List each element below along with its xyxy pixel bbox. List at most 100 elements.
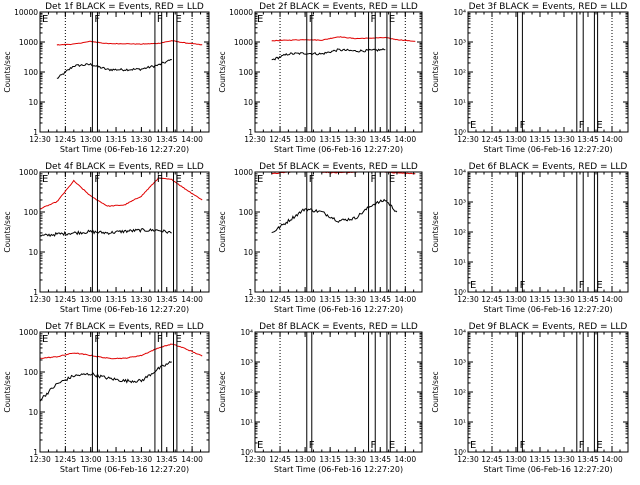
y-tick-label: 10¹ [453, 98, 466, 107]
x-tick-label: 13:00 [80, 455, 102, 464]
y-axis-label: Counts/sec [431, 371, 440, 412]
x-axis-label: Start Time (06-Feb-16 12:27:20) [274, 145, 403, 154]
y-tick-label: 1000 [19, 38, 38, 47]
flag-label: E [470, 280, 476, 291]
flag-label: F [520, 120, 526, 131]
y-tick-label: 10¹ [453, 258, 466, 267]
x-tick-label: 13:15 [105, 455, 127, 464]
x-tick-label: 13:15 [319, 295, 341, 304]
x-tick-label: 13:00 [505, 135, 527, 144]
x-tick-label: 13:45 [577, 295, 599, 304]
y-axis-label: Counts/sec [218, 51, 227, 92]
x-tick-label: 13:15 [529, 135, 551, 144]
flag-label: F [579, 120, 585, 131]
flag-label: F [579, 440, 585, 451]
x-tick-label: 13:45 [577, 455, 599, 464]
x-tick-label: 14:00 [601, 135, 623, 144]
flag-label: E [389, 174, 395, 185]
x-tick-label: 13:45 [369, 295, 391, 304]
x-tick-label: 12:30 [29, 135, 51, 144]
x-tick-label: 12:30 [457, 295, 479, 304]
panel-det-4: Det 4f BLACK = Events, RED = LLD E F F E 1 10 1… [3, 162, 210, 314]
panel-det-2: Det 2f BLACK = Events, RED = LLD E F F E 1 10 1… [218, 2, 423, 154]
x-tick-label: 12:45 [55, 295, 77, 304]
x-tick-label: 13:15 [529, 455, 551, 464]
x-tick-label: 12:45 [55, 135, 77, 144]
series-lld-line [56, 40, 203, 46]
x-tick-label: 13:30 [344, 455, 366, 464]
flag-label: E [42, 14, 48, 25]
x-tick-label: 13:45 [156, 295, 178, 304]
y-axis-label: Counts/sec [431, 51, 440, 92]
flag-label: E [470, 440, 476, 451]
flag-label: E [596, 120, 602, 131]
x-tick-label: 13:15 [319, 135, 341, 144]
y-tick-label: 10⁴ [453, 328, 466, 337]
y-tick-label: 100 [239, 208, 254, 217]
x-tick-label: 14:00 [181, 135, 203, 144]
y-tick-label: 10² [453, 388, 466, 397]
x-tick-label: 14:00 [601, 295, 623, 304]
flag-label: E [176, 334, 182, 345]
x-tick-label: 13:30 [344, 135, 366, 144]
x-tick-label: 14:00 [394, 455, 416, 464]
y-axis-label: Counts/sec [3, 211, 12, 252]
flag-label: F [94, 14, 100, 25]
panel-title: Det 1f BLACK = Events, RED = LLD [45, 2, 204, 12]
y-tick-label: 10000 [229, 8, 253, 17]
flag-label: E [389, 440, 395, 451]
y-tick-label: 10⁴ [453, 8, 466, 17]
y-tick-label: 1 [33, 448, 38, 457]
y-tick-label: 1000 [234, 168, 253, 177]
x-tick-label: 13:45 [369, 135, 391, 144]
x-axis-label: Start Time (06-Feb-16 12:27:20) [60, 305, 189, 314]
x-tick-label: 14:00 [181, 295, 203, 304]
x-axis-label: Start Time (06-Feb-16 12:27:20) [274, 305, 403, 314]
y-tick-label: 10³ [240, 358, 253, 367]
flag-label: F [520, 280, 526, 291]
series-lld-line [39, 177, 203, 210]
x-tick-label: 13:30 [131, 135, 153, 144]
x-tick-label: 13:00 [80, 135, 102, 144]
panel-det-7: Det 7f BLACK = Events, RED = LLD E F F E 1 10 1… [3, 322, 210, 474]
y-tick-label: 10 [28, 248, 38, 257]
series-events-line [271, 198, 398, 234]
y-tick-label: 1000 [234, 38, 253, 47]
x-tick-label: 13:30 [131, 295, 153, 304]
x-tick-label: 13:30 [553, 135, 575, 144]
y-tick-label: 10⁰ [453, 128, 466, 137]
x-tick-label: 12:30 [244, 135, 266, 144]
flag-label: F [157, 334, 163, 345]
x-tick-label: 12:45 [269, 295, 291, 304]
x-tick-label: 14:00 [181, 455, 203, 464]
panel-title: Det 4f BLACK = Events, RED = LLD [45, 162, 204, 172]
x-tick-label: 13:15 [105, 135, 127, 144]
x-tick-label: 12:30 [457, 135, 479, 144]
flag-label: E [176, 174, 182, 185]
flag-label: E [257, 14, 263, 25]
series-events-line [39, 228, 172, 238]
x-tick-label: 14:00 [394, 135, 416, 144]
panel-title: Det 5f BLACK = Events, RED = LLD [259, 162, 418, 172]
y-tick-label: 1 [248, 288, 253, 297]
x-tick-label: 14:00 [394, 295, 416, 304]
flag-label: F [94, 174, 100, 185]
y-axis-label: Counts/sec [3, 51, 12, 92]
y-tick-label: 10 [243, 98, 253, 107]
x-tick-label: 13:30 [131, 455, 153, 464]
x-axis-label: Start Time (06-Feb-16 12:27:20) [60, 465, 189, 474]
flag-label: F [94, 334, 100, 345]
y-tick-label: 10⁰ [240, 448, 253, 457]
x-tick-label: 13:15 [319, 455, 341, 464]
y-tick-label: 1000 [19, 328, 38, 337]
y-tick-label: 100 [239, 68, 254, 77]
series-lld-line [271, 36, 416, 42]
y-axis-label: Counts/sec [3, 371, 12, 412]
y-tick-label: 10⁰ [453, 448, 466, 457]
x-axis-label: Start Time (06-Feb-16 12:27:20) [60, 145, 189, 154]
flag-label: E [389, 14, 395, 25]
x-tick-label: 12:45 [55, 455, 77, 464]
